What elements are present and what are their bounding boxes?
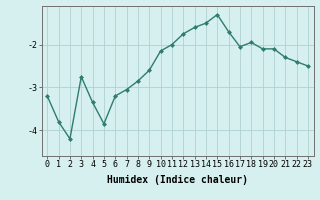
X-axis label: Humidex (Indice chaleur): Humidex (Indice chaleur) (107, 175, 248, 185)
